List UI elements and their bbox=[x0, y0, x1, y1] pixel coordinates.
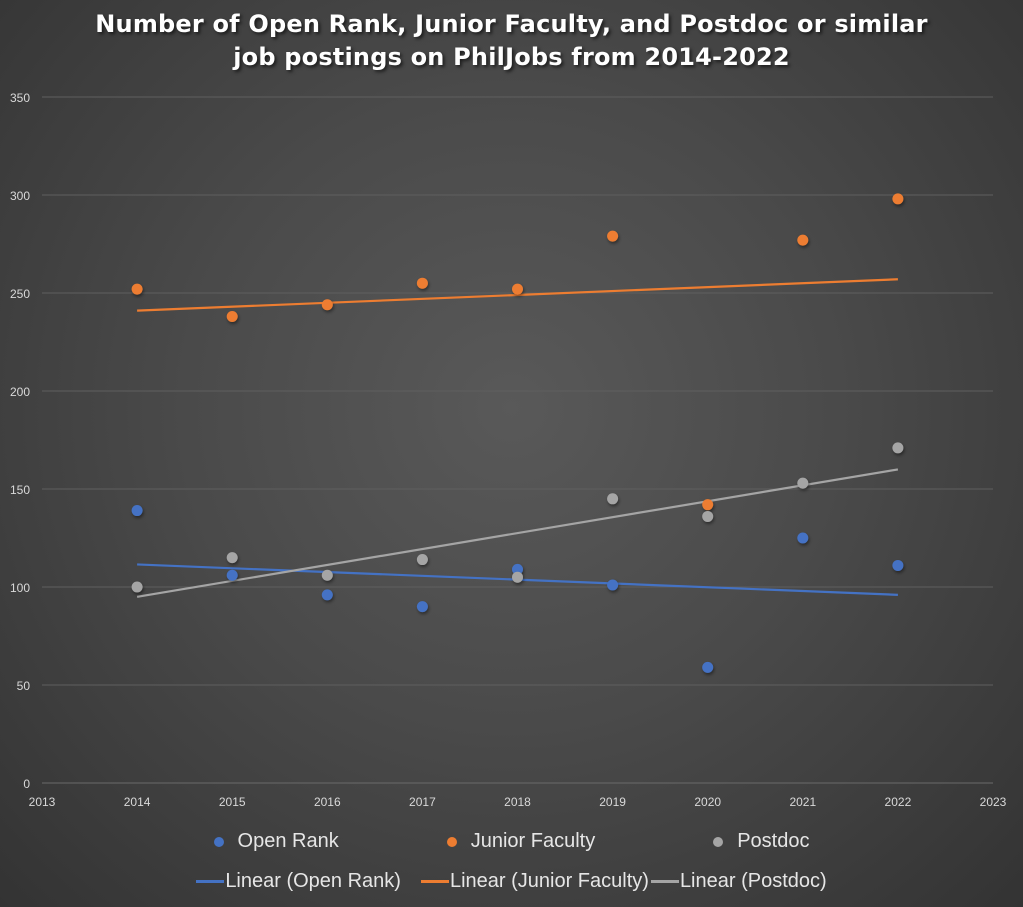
x-tick-label: 2014 bbox=[124, 795, 151, 809]
x-tick-label: 2018 bbox=[504, 795, 531, 809]
data-point[interactable] bbox=[797, 477, 809, 489]
data-point[interactable] bbox=[892, 559, 904, 571]
data-point[interactable] bbox=[607, 230, 619, 242]
data-point[interactable] bbox=[607, 579, 619, 591]
legend-label: Linear (Junior Faculty) bbox=[449, 870, 649, 892]
x-tick-label: 2013 bbox=[29, 795, 56, 809]
legend-item-linear-postdoc[interactable]: Linear (Postdoc) bbox=[650, 870, 827, 893]
legend-label: Linear (Open Rank) bbox=[225, 870, 401, 892]
legend-item-postdoc[interactable]: Postdoc bbox=[713, 830, 809, 853]
legend-markers: Open Rank Junior Faculty Postdoc bbox=[0, 830, 1023, 853]
y-tick-label: 150 bbox=[10, 483, 30, 497]
y-tick-label: 300 bbox=[10, 189, 30, 203]
data-point[interactable] bbox=[226, 569, 238, 581]
legend-trendlines: Linear (Open Rank) Linear (Junior Facult… bbox=[0, 870, 1023, 893]
data-point[interactable] bbox=[607, 493, 619, 505]
data-point[interactable] bbox=[131, 505, 143, 517]
data-point[interactable] bbox=[416, 554, 428, 566]
legend-label: Postdoc bbox=[737, 830, 810, 852]
data-point[interactable] bbox=[892, 442, 904, 454]
chart-title-line-2: job postings on PhilJobs from 2014-2022 bbox=[233, 43, 790, 71]
x-tick-label: 2016 bbox=[314, 795, 341, 809]
data-point[interactable] bbox=[131, 283, 143, 295]
legend-line-icon bbox=[420, 880, 449, 883]
data-point[interactable] bbox=[702, 499, 714, 511]
y-axis-ticks: 0 50 100 150 200 250 300 350 bbox=[10, 91, 30, 791]
data-point[interactable] bbox=[702, 661, 714, 673]
x-tick-label: 2019 bbox=[599, 795, 626, 809]
data-point[interactable] bbox=[226, 552, 238, 564]
x-tick-label: 2015 bbox=[219, 795, 246, 809]
data-point[interactable] bbox=[797, 234, 809, 246]
trendline bbox=[137, 278, 898, 312]
data-point[interactable] bbox=[321, 589, 333, 601]
legend-marker-icon bbox=[446, 836, 457, 847]
data-point[interactable] bbox=[416, 277, 428, 289]
data-point[interactable] bbox=[226, 311, 238, 323]
trendline bbox=[136, 468, 899, 598]
y-tick-label: 250 bbox=[10, 287, 30, 301]
legend-label: Open Rank bbox=[237, 830, 339, 852]
data-points bbox=[131, 193, 904, 673]
legend-label: Linear (Postdoc) bbox=[679, 870, 827, 892]
legend-line-icon bbox=[650, 880, 679, 883]
data-point[interactable] bbox=[512, 563, 523, 575]
gridlines bbox=[42, 96, 993, 784]
data-point[interactable] bbox=[702, 510, 714, 522]
data-point[interactable] bbox=[416, 601, 428, 613]
data-point[interactable] bbox=[321, 299, 333, 311]
legend-line-icon bbox=[196, 880, 225, 883]
legend-marker-icon bbox=[213, 836, 224, 847]
x-tick-label: 2021 bbox=[789, 795, 816, 809]
data-point[interactable] bbox=[321, 569, 333, 581]
y-tick-label: 0 bbox=[23, 777, 30, 791]
x-tick-label: 2020 bbox=[694, 795, 721, 809]
legend-item-open-rank[interactable]: Open Rank bbox=[213, 830, 339, 853]
x-tick-label: 2017 bbox=[409, 795, 436, 809]
y-tick-label: 350 bbox=[10, 91, 30, 105]
legend-label: Junior Faculty bbox=[470, 830, 596, 852]
data-point[interactable] bbox=[892, 193, 904, 205]
data-point[interactable] bbox=[512, 571, 523, 583]
x-tick-label: 2022 bbox=[885, 795, 912, 809]
data-point[interactable] bbox=[797, 532, 809, 544]
legend-item-linear-junior-faculty[interactable]: Linear (Junior Faculty) bbox=[420, 870, 649, 893]
legend-marker-icon bbox=[713, 836, 724, 847]
legend-item-junior-faculty[interactable]: Junior Faculty bbox=[446, 830, 596, 853]
trendlines bbox=[136, 278, 899, 598]
y-tick-label: 50 bbox=[17, 679, 31, 693]
data-point[interactable] bbox=[131, 581, 143, 593]
x-axis-ticks: 2013 2014 2015 2016 2017 2018 2019 2020 2021 2022… bbox=[29, 795, 1007, 809]
chart-title: Number of Open Rank, Junior Faculty, and… bbox=[0, 8, 1023, 74]
chart-title-line-1: Number of Open Rank, Junior Faculty, and… bbox=[95, 10, 928, 38]
y-tick-label: 100 bbox=[10, 581, 30, 595]
legend-item-linear-open-rank[interactable]: Linear (Open Rank) bbox=[196, 870, 401, 893]
x-tick-label: 2023 bbox=[980, 795, 1007, 809]
y-tick-label: 200 bbox=[10, 385, 30, 399]
data-point[interactable] bbox=[512, 283, 523, 295]
